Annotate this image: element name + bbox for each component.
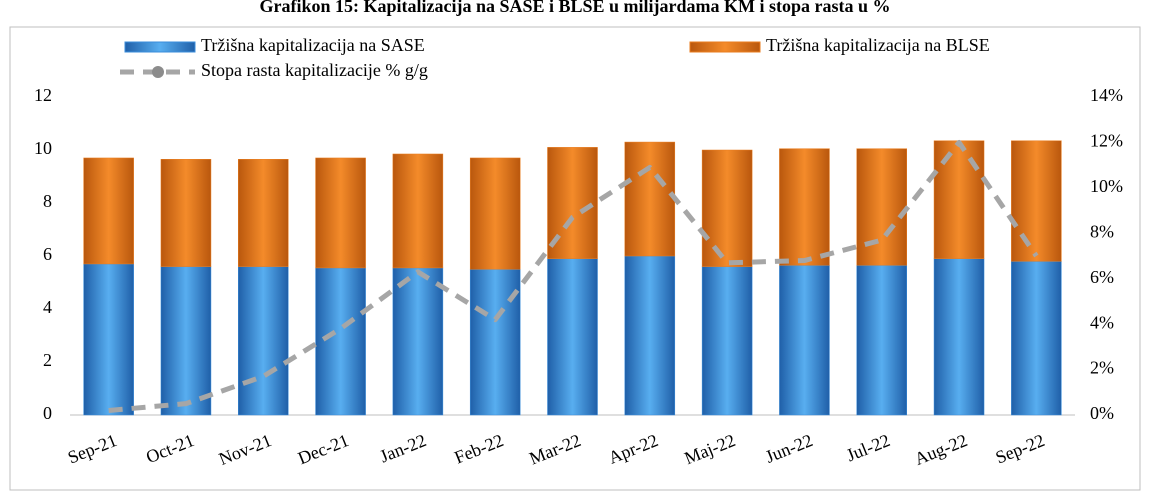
bar-segment (701, 266, 753, 416)
legend-label: Tržišna kapitalizacija na SASE (201, 35, 425, 55)
bar-segment (624, 141, 676, 257)
bar-segment (779, 148, 830, 266)
y2-tick-label: 2% (1090, 358, 1114, 378)
bar-segment (1011, 140, 1062, 262)
bar-segment (624, 255, 676, 416)
y-tick-label: 10 (34, 138, 52, 158)
x-tick-label: Feb-22 (451, 430, 506, 468)
bar-segment (701, 149, 753, 267)
legend-swatch (689, 41, 761, 53)
chart-frame (9, 26, 1141, 491)
y2-tick-label: 10% (1090, 176, 1123, 196)
x-tick-label: Jul-22 (844, 430, 893, 465)
x-tick-label: Apr-22 (605, 430, 660, 468)
y-tick-label: 12 (34, 85, 52, 105)
line (108, 139, 1039, 413)
x-tick-label: Jun-22 (763, 430, 816, 467)
bar-segment (856, 265, 907, 416)
y-tick-label: 8 (43, 191, 52, 211)
bar-segment (160, 159, 212, 267)
legend-label: Stopa rasta kapitalizacije % g/g (201, 60, 428, 80)
bar-segment (1011, 261, 1062, 416)
legend-swatch (124, 41, 196, 53)
bar-segment (856, 148, 907, 266)
bar-segment (83, 157, 134, 265)
x-tick-label: Aug-22 (912, 430, 970, 469)
bar-segment (238, 159, 289, 267)
legend-marker (152, 66, 164, 78)
y-tick-label: 6 (43, 244, 52, 264)
bar-segment (547, 258, 598, 416)
x-tick-label: Nov-21 (216, 430, 274, 469)
x-tick-label: Mar-22 (526, 430, 583, 469)
x-tick-label: Maj-22 (682, 430, 739, 468)
y-tick-label: 2 (43, 350, 52, 370)
bar-segment (392, 153, 444, 269)
y2-tick-label: 4% (1090, 312, 1114, 332)
legend-label: Tržišna kapitalizacija na BLSE (766, 35, 990, 55)
bar-segment (469, 157, 521, 270)
y2-tick-label: 12% (1090, 131, 1123, 151)
y2-tick-label: 6% (1090, 267, 1114, 287)
y-tick-label: 4 (43, 297, 52, 317)
bar-segment (779, 265, 830, 416)
x-tick-label: Dec-21 (295, 430, 352, 468)
bar-segment (392, 267, 444, 416)
bar-segment (83, 263, 134, 416)
y2-tick-label: 14% (1090, 85, 1123, 105)
y2-tick-label: 8% (1090, 221, 1114, 241)
x-tick-label: Sep-21 (65, 430, 120, 468)
chart-title: Grafikon 15: Kapitalizacija na SASE i BL… (259, 0, 890, 16)
x-tick-label: Oct-21 (143, 430, 197, 467)
y2-tick-label: 0% (1090, 403, 1114, 423)
bar-segment (315, 267, 366, 416)
bar-segment (160, 266, 212, 416)
bar-segment (238, 266, 289, 416)
y-tick-label: 0 (43, 403, 52, 423)
x-tick-label: Sep-22 (993, 430, 1048, 468)
bar-segment (933, 140, 985, 259)
bar-segment (469, 269, 521, 416)
x-tick-label: Jan-22 (377, 430, 429, 467)
bar-segment (933, 258, 985, 416)
bar-segment (315, 157, 366, 269)
